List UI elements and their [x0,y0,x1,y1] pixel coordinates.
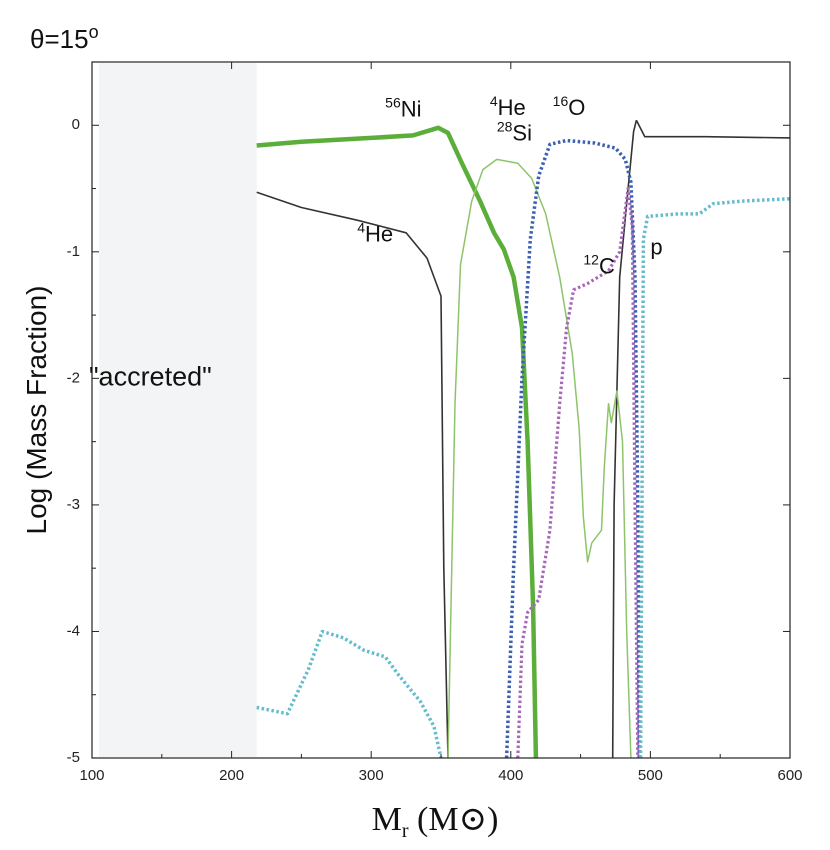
y-tick-label--2: -2 [67,369,80,386]
series-label-superscript: 12 [583,251,599,267]
x-axis-label-unit-open: (M [409,801,459,838]
chart-title: θ=15o [30,22,99,54]
accreted-region [98,63,257,757]
series-label-superscript: 16 [553,93,569,109]
accreted-region-label: "accreted" [89,361,212,391]
x-tick-label-600: 600 [777,767,802,784]
chart-title-main: θ=15 [30,24,89,54]
series-line-56ni-3 [256,125,539,759]
chart-title-superscript: o [89,22,99,42]
x-axis-label-subscript: r [402,820,409,842]
series-line-p-7 [256,196,791,759]
y-axis-label: Log (Mass Fraction) [21,286,52,535]
x-axis-label: Mr (M⊙) [372,801,499,842]
x-tick-label-200: 200 [219,767,244,784]
series-label-superscript: 4 [357,220,365,236]
x-axis-label-unit-close: ) [487,801,498,838]
series-line-28si-4 [447,158,632,759]
y-tick-label--1: -1 [67,243,80,260]
series-label-superscript: 56 [385,94,401,110]
series-label-12c-6: 12C [583,251,615,278]
series-label-main: C [599,253,615,278]
series-label-superscript: 28 [497,118,513,134]
series-line-4he-0 [635,119,791,139]
y-tick-label--3: -3 [67,496,80,513]
series-label-main: Si [512,120,532,145]
x-axis-label-main: M [372,801,402,838]
x-tick-label-300: 300 [359,767,384,784]
series-line-16o-5 [504,138,641,759]
series-label-superscript: 4 [490,93,498,109]
series-line-4he-inner-1 [256,191,449,759]
x-axis-label-unit-symbol: ⊙ [459,801,488,838]
x-tick-label-500: 500 [638,767,663,784]
y-tick-label-0: 0 [72,116,80,133]
y-tick-label--4: -4 [67,622,80,639]
series-label-4he-0: 4He [490,93,526,120]
series-label-main: Ni [401,96,422,121]
series-label-main: O [568,95,585,120]
x-tick-label-100: 100 [79,767,104,784]
x-tick-label-400: 400 [498,767,523,784]
series-label-main: p [650,234,662,259]
series-label-main: He [365,222,393,247]
series-label-p-7: p [650,234,662,259]
series-label-16o-5: 16O [553,93,586,120]
series-line-4he-outer-rise-2 [611,120,638,759]
series-label-4he-inner-1: 4He [357,220,393,247]
series-label-main: He [498,95,526,120]
series-line-12c-6 [516,186,640,759]
y-tick-label--5: -5 [67,749,80,766]
series-label-56ni-3: 56Ni [385,94,421,121]
series-label-28si-4: 28Si [497,118,532,145]
